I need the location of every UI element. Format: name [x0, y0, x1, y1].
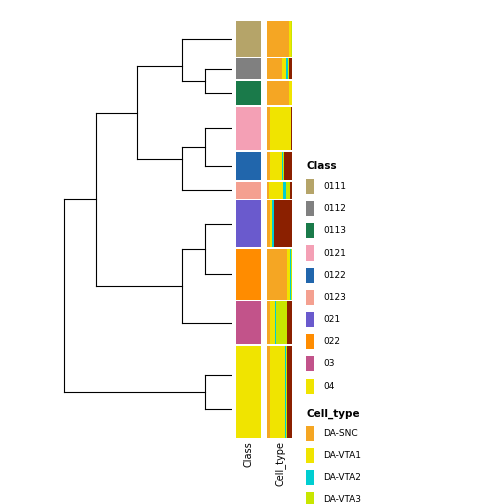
Bar — [276, 301, 287, 344]
Bar — [236, 301, 261, 344]
Bar — [270, 200, 273, 247]
Bar — [236, 21, 261, 57]
Text: Cell_type: Cell_type — [275, 441, 285, 486]
Bar — [289, 58, 292, 79]
Bar — [236, 107, 261, 150]
Text: 04: 04 — [324, 382, 335, 391]
Bar — [306, 312, 314, 327]
Bar — [289, 81, 292, 105]
Bar — [306, 223, 314, 238]
Bar — [270, 107, 291, 150]
Bar — [290, 181, 292, 199]
Bar — [287, 346, 292, 438]
Bar — [283, 181, 286, 199]
Bar — [268, 200, 270, 247]
Text: Class: Class — [306, 161, 337, 171]
Bar — [275, 200, 292, 247]
Bar — [275, 301, 276, 344]
Bar — [268, 249, 287, 299]
Text: DA-VTA3: DA-VTA3 — [324, 495, 361, 504]
Bar — [290, 249, 291, 299]
Bar — [291, 107, 292, 150]
Bar — [282, 58, 286, 79]
Bar — [306, 268, 314, 283]
Bar — [270, 301, 275, 344]
Bar — [306, 290, 314, 305]
Text: 0122: 0122 — [324, 271, 346, 280]
Text: DA-VTA2: DA-VTA2 — [324, 473, 361, 482]
Bar — [236, 152, 261, 180]
Bar — [268, 81, 289, 105]
Bar — [268, 152, 270, 180]
Bar — [285, 346, 286, 438]
Bar — [236, 181, 261, 199]
Bar — [286, 346, 287, 438]
Text: DA-SNC: DA-SNC — [324, 429, 358, 438]
Bar — [306, 334, 314, 349]
Bar — [268, 58, 282, 79]
Bar — [273, 200, 275, 247]
Bar — [236, 58, 261, 79]
Bar — [270, 152, 282, 180]
Bar — [306, 179, 314, 194]
Bar — [306, 470, 314, 485]
Bar — [288, 58, 289, 79]
Bar — [236, 81, 261, 105]
Bar — [287, 301, 292, 344]
Bar — [284, 152, 292, 180]
Bar — [287, 249, 290, 299]
Bar — [270, 181, 283, 199]
Bar — [282, 152, 283, 180]
Text: 03: 03 — [324, 359, 335, 368]
Bar — [268, 346, 271, 438]
Text: Class: Class — [243, 441, 253, 467]
Bar — [268, 21, 289, 57]
Bar — [289, 21, 291, 57]
Text: 022: 022 — [324, 337, 340, 346]
Bar — [306, 426, 314, 441]
Bar — [306, 356, 314, 371]
Text: Cell_type: Cell_type — [306, 408, 360, 418]
Bar — [268, 301, 270, 344]
Bar — [286, 181, 290, 199]
Bar — [268, 181, 270, 199]
Bar — [306, 448, 314, 463]
Bar — [306, 201, 314, 216]
Bar — [268, 107, 270, 150]
Bar — [306, 379, 314, 394]
Bar — [271, 346, 285, 438]
Bar — [236, 200, 261, 247]
Text: 0123: 0123 — [324, 293, 346, 302]
Text: 0111: 0111 — [324, 182, 346, 191]
Bar — [286, 58, 288, 79]
Text: 0121: 0121 — [324, 248, 346, 258]
Bar — [306, 245, 314, 261]
Bar — [236, 249, 261, 299]
Text: 0113: 0113 — [324, 226, 346, 235]
Bar — [306, 492, 314, 504]
Text: 021: 021 — [324, 315, 341, 324]
Text: DA-VTA1: DA-VTA1 — [324, 451, 361, 460]
Text: 0112: 0112 — [324, 204, 346, 213]
Bar — [236, 346, 261, 438]
